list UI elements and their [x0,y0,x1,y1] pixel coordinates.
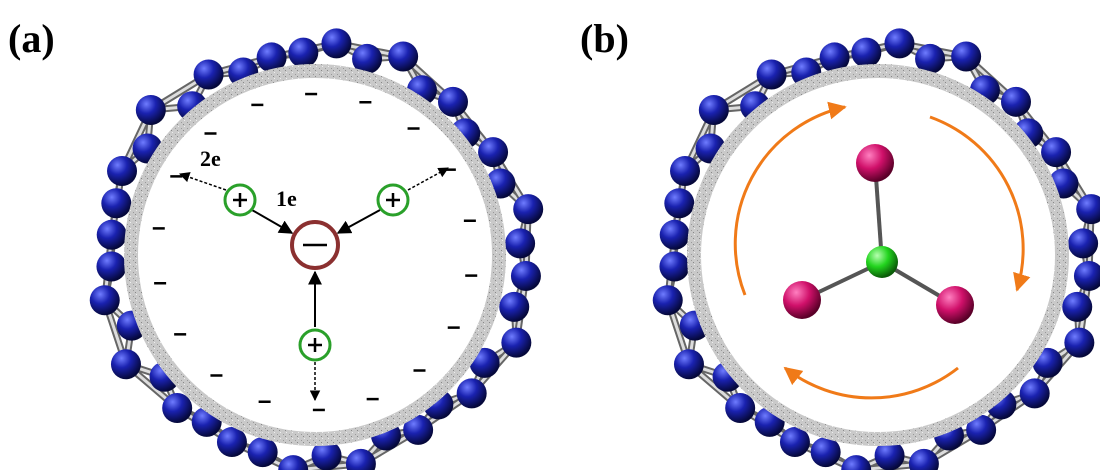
figure: (a) (b) 2e 1e [0,0,1100,470]
atom [388,41,418,71]
atom [97,220,127,250]
atom [278,455,308,470]
atom [653,285,683,315]
atom [1074,261,1100,291]
atom [674,349,704,379]
atom [884,28,914,58]
atom [811,437,841,467]
atom [841,455,871,470]
atom [513,194,543,224]
atom [660,220,690,250]
atom [1001,87,1031,117]
atom [699,95,729,125]
atom [511,261,541,291]
atom [1064,328,1094,358]
annotation: 1e [276,186,297,211]
atom [248,437,278,467]
atom [321,28,351,58]
atom [457,378,487,408]
atom [757,59,787,89]
atom [505,228,535,258]
atom [288,38,318,68]
atom [851,38,881,68]
atom [478,137,508,167]
atom [96,252,126,282]
atom [1020,378,1050,408]
atom [136,95,166,125]
atom [499,292,529,322]
atom [101,188,131,218]
atom [1041,137,1071,167]
annotation: 2e [200,146,221,171]
atom [1062,292,1092,322]
atom [670,156,700,186]
atom [1068,228,1098,258]
atom [107,156,137,186]
atom [725,393,755,423]
atom [664,188,694,218]
atom [501,328,531,358]
atom [659,252,689,282]
atom [194,59,224,89]
atom [162,393,192,423]
atom [951,41,981,71]
panel-label: (a) [8,16,55,61]
panel-label: (b) [580,16,629,61]
atom [111,349,141,379]
atom [90,285,120,315]
atom [438,87,468,117]
